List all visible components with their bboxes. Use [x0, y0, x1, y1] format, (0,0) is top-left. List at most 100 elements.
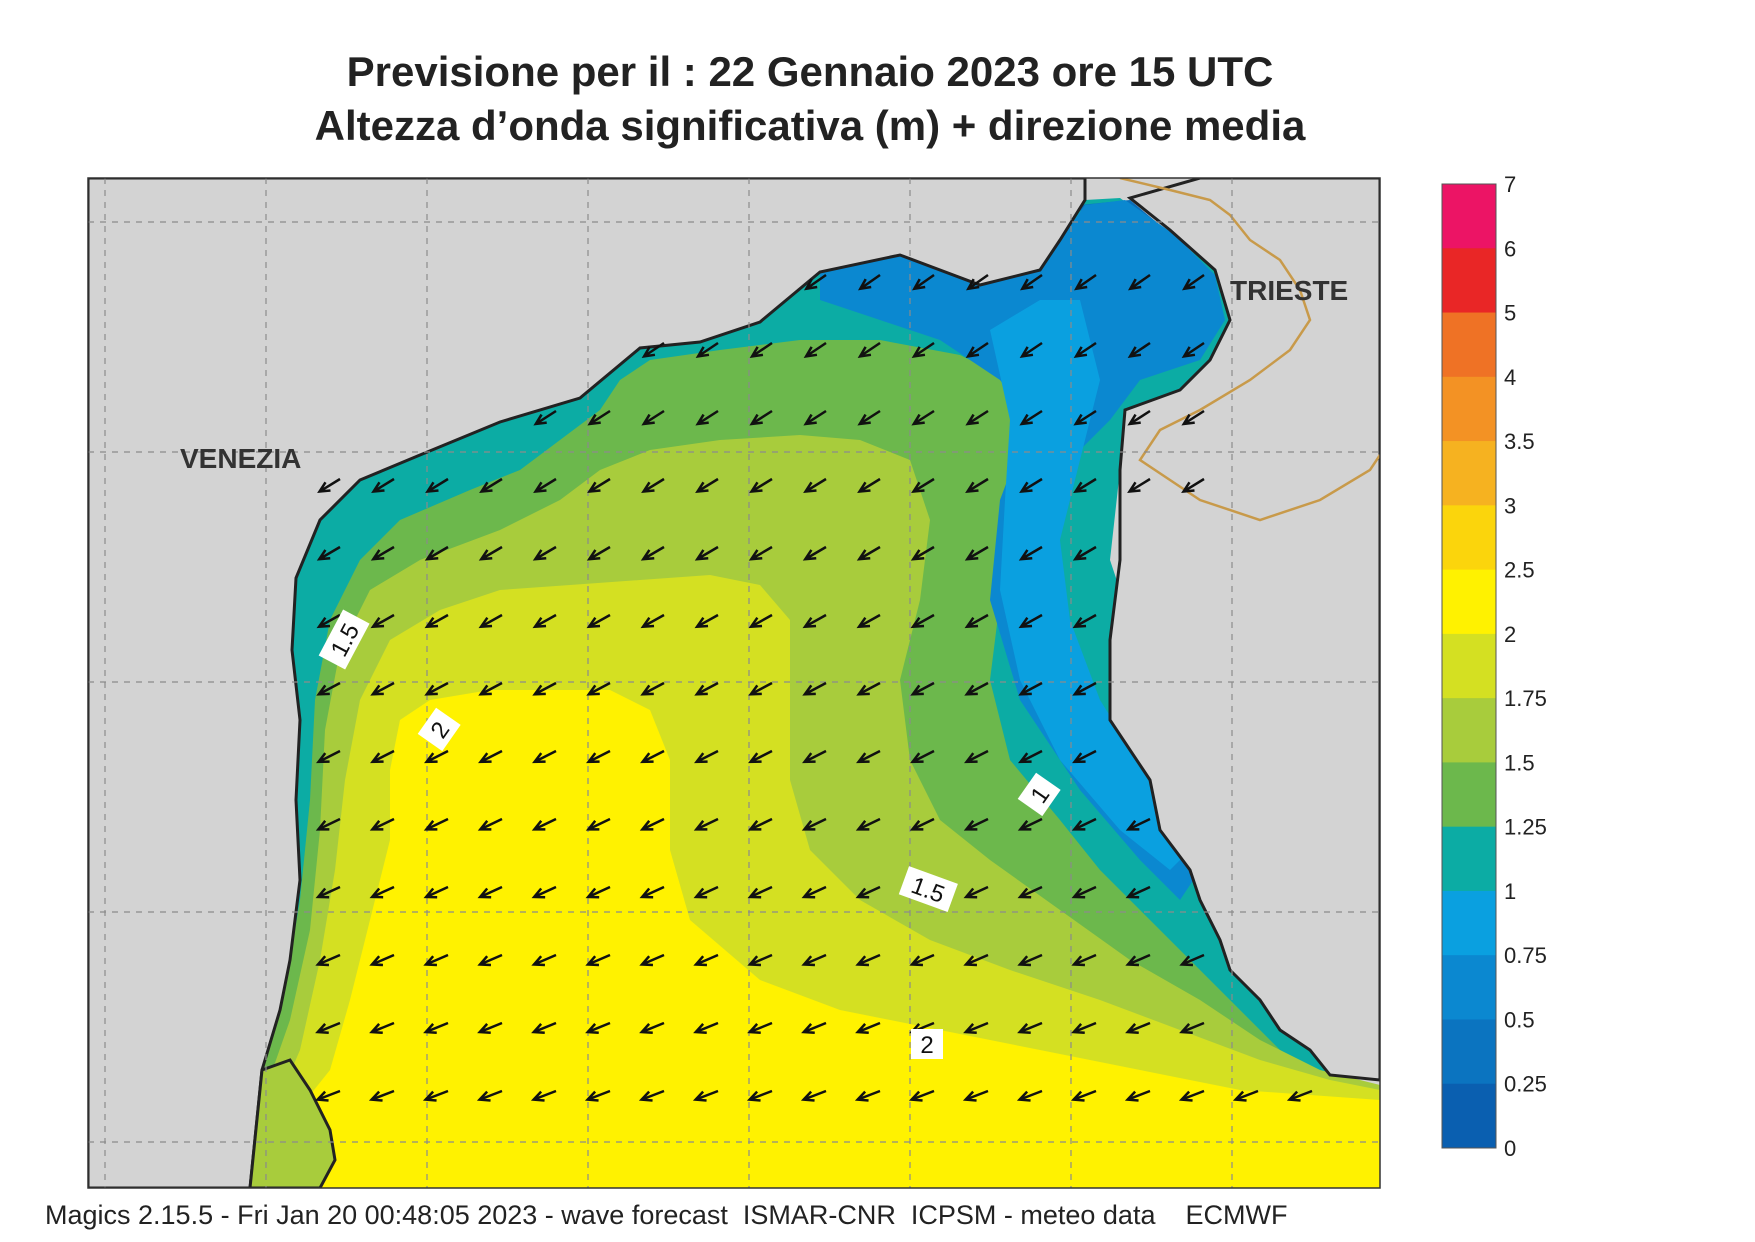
colorbar-tick-label: 3 — [1504, 493, 1516, 518]
wave-direction-arrow — [531, 817, 557, 831]
wave-direction-arrow — [1125, 885, 1151, 899]
wave-direction-arrow — [639, 1021, 665, 1034]
colorbar-tick-label: 0.75 — [1504, 943, 1547, 968]
wave-direction-arrow — [803, 341, 827, 358]
wave-direction-arrow — [1016, 1089, 1043, 1102]
colorbar-tick-label: 3.5 — [1504, 429, 1535, 454]
wave-direction-arrow — [802, 545, 827, 561]
po-delta-patch — [248, 1058, 337, 1188]
wave-direction-arrow — [532, 613, 557, 629]
wave-direction-arrow — [857, 341, 881, 358]
wave-direction-arrow — [639, 885, 665, 899]
wave-direction-arrow — [749, 477, 773, 494]
wave-direction-arrow — [478, 545, 503, 561]
colorbar-swatch — [1442, 569, 1496, 635]
wave-direction-arrow — [1071, 953, 1097, 967]
colorbar-swatch — [1442, 248, 1496, 314]
wave-direction-arrow — [692, 1089, 719, 1102]
wave-direction-arrow — [1125, 817, 1151, 831]
wave-direction-arrow — [316, 681, 341, 696]
wave-direction-arrow — [531, 885, 557, 899]
city-label-venezia: VENEZIA — [180, 443, 301, 474]
wave-direction-arrow — [425, 477, 449, 494]
wave-direction-arrow — [964, 613, 989, 629]
wave-direction-arrow — [315, 885, 341, 899]
wave-direction-arrow — [694, 749, 719, 764]
wave-direction-arrow — [315, 817, 341, 831]
wave-direction-arrow — [800, 1089, 827, 1102]
wave-direction-arrow — [856, 613, 881, 629]
wave-direction-arrow — [911, 477, 935, 494]
wave-direction-arrow — [371, 477, 395, 494]
wave-direction-arrow — [749, 341, 773, 358]
wave-direction-arrow — [802, 613, 827, 629]
wave-direction-arrow — [478, 681, 503, 696]
wave-direction-arrow — [695, 409, 719, 426]
wave-direction-arrow — [801, 885, 827, 899]
wave-direction-arrow — [748, 749, 773, 764]
map-frame — [87, 177, 1381, 1189]
wave-direction-arrow — [585, 885, 611, 899]
contour-label-4: 1.5 — [898, 866, 958, 913]
wave-direction-arrow — [802, 681, 827, 696]
contour-label-5: 2 — [911, 1029, 943, 1059]
wave-direction-arrow — [370, 681, 395, 696]
wave-direction-arrow — [801, 1021, 827, 1034]
wave-direction-arrow — [532, 681, 557, 696]
wave-direction-arrow — [478, 613, 503, 629]
colorbar-tick-label: 0.5 — [1504, 1007, 1535, 1032]
wave-direction-arrow — [586, 613, 611, 629]
wave-direction-arrow — [965, 273, 989, 291]
wave-direction-arrow — [1179, 953, 1205, 967]
wave-direction-arrow — [477, 1021, 503, 1034]
wave-direction-arrow — [801, 817, 827, 831]
wave-direction-arrow — [477, 953, 503, 967]
colorbar-tick-label: 2.5 — [1504, 558, 1535, 583]
colorbar-tick-label: 1.5 — [1504, 750, 1535, 775]
wave-direction-arrow — [855, 1021, 881, 1034]
wave-direction-arrow — [693, 953, 719, 967]
wave-direction-arrow — [1019, 477, 1043, 494]
colorbar-tick-label: 7 — [1504, 172, 1516, 197]
wave-direction-arrow — [476, 1089, 503, 1102]
wave-direction-arrow — [1179, 1021, 1205, 1034]
wave-direction-arrow — [910, 613, 935, 629]
wave-direction-arrow — [694, 545, 719, 561]
wave-direction-arrow — [855, 817, 881, 831]
wave-direction-arrow — [963, 885, 989, 899]
wave-direction-arrow — [1018, 613, 1043, 629]
wave-direction-arrow — [1072, 613, 1097, 629]
wave-direction-arrow — [1071, 1021, 1097, 1034]
wave-direction-arrow — [533, 409, 557, 426]
colorbar-tick-label: 5 — [1504, 301, 1516, 326]
colorbar: 7 6 5 4 3.5 3 2.5 2 1.75 1.5 1.25 1 0.75 0.5 0.25 0 — [1441, 172, 1547, 1161]
wave-direction-arrow — [803, 273, 827, 291]
svg-text:2: 2 — [920, 1032, 933, 1059]
colorbar-swatch — [1442, 184, 1496, 249]
wave-direction-arrow — [695, 341, 719, 358]
wave-direction-arrow — [695, 477, 719, 494]
wave-direction-arrow — [856, 749, 881, 764]
wave-direction-arrow — [693, 885, 719, 899]
wave-direction-arrow — [369, 817, 395, 831]
wave-direction-arrow — [585, 817, 611, 831]
wave-direction-arrow — [964, 749, 989, 764]
wave-direction-arrow — [1017, 1021, 1043, 1034]
wave-direction-arrow — [370, 613, 395, 629]
wave-direction-arrow — [585, 953, 611, 967]
wave-direction-arrow — [423, 953, 449, 967]
wave-direction-arrow — [638, 1089, 665, 1102]
colorbar-swatch — [1442, 698, 1496, 763]
wave-direction-arrow — [317, 477, 341, 494]
wave-direction-arrow — [423, 885, 449, 899]
wave-direction-arrow — [803, 409, 827, 426]
wave-direction-arrow — [965, 477, 989, 494]
wave-direction-arrow — [639, 953, 665, 967]
wave-direction-arrow — [749, 409, 773, 426]
wave-direction-arrow — [1017, 885, 1043, 899]
wave-direction-arrow — [316, 613, 341, 629]
wave-direction-arrow — [586, 545, 611, 561]
wave-direction-arrow — [747, 817, 773, 831]
wave-direction-arrow — [803, 477, 827, 494]
wave-direction-arrow — [369, 953, 395, 967]
